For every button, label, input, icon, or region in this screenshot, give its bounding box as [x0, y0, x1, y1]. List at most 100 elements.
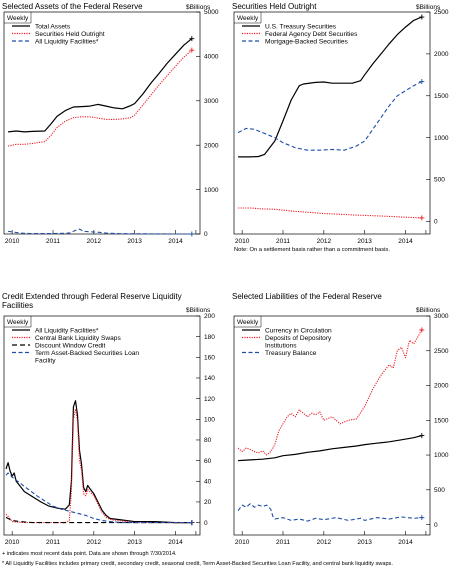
legend-label-0: Currency in Circulation — [265, 327, 332, 334]
footnote-recent-point: + indicates most recent data point. Data… — [2, 551, 177, 557]
y-tick-label: 0 — [204, 231, 208, 238]
unit-label-credit: $Billions — [186, 307, 211, 314]
series-line-2 — [8, 228, 192, 235]
series-line-1 — [237, 329, 423, 456]
legend-label-1-cont: Institutions — [265, 342, 297, 349]
x-tick-label: 2013 — [127, 539, 142, 546]
series-line-2 — [237, 503, 422, 522]
series-line-3 — [5, 472, 192, 524]
last-point-marker — [419, 14, 425, 20]
legend-label-3: Term Asset-Backed Securities Loan — [35, 350, 139, 357]
plot-frame — [233, 11, 431, 235]
y-tick-label: 1500 — [434, 93, 449, 100]
panel-note: Note: On a settlement basis rather than … — [234, 247, 390, 253]
x-tick-label: 2014 — [398, 539, 413, 546]
y-tick-label: 1000 — [434, 452, 449, 459]
y-tick-label: 5000 — [204, 9, 219, 16]
y-tick-label: 180 — [204, 334, 215, 341]
x-tick-label: 2012 — [87, 238, 102, 245]
last-point-marker — [189, 47, 195, 53]
panel-title-securities: Securities Held Outright — [232, 2, 317, 11]
y-tick-label: 140 — [204, 375, 215, 382]
x-tick-label: 2010 — [5, 539, 20, 546]
series-line-2 — [237, 81, 423, 151]
x-tick-label: 2013 — [127, 238, 142, 245]
legend-label-2: Treasury Balance — [265, 350, 317, 357]
panel-title-credit: Credit Extended through Federal Reserve … — [2, 292, 182, 310]
x-tick-label: 2012 — [317, 539, 332, 546]
plot-frame — [3, 11, 201, 235]
y-tick-label: 2000 — [434, 383, 449, 390]
x-tick-label: 2011 — [276, 539, 290, 546]
y-tick-label: 1000 — [434, 135, 449, 142]
series-line-0 — [238, 16, 423, 158]
y-tick-label: 500 — [434, 487, 445, 494]
last-point-marker — [419, 433, 425, 439]
y-tick-label: 0 — [434, 522, 438, 529]
x-tick-label: 2012 — [317, 238, 332, 245]
x-tick-label: 2011 — [46, 539, 60, 546]
last-point-marker — [419, 327, 425, 333]
unit-label-securities: $Billions — [416, 4, 441, 11]
frequency-label: Weekly — [7, 15, 29, 22]
y-tick-label: 120 — [204, 396, 215, 403]
panel-title-liabilities: Selected Liabilities of the Federal Rese… — [232, 292, 382, 301]
x-tick-label: 2010 — [5, 238, 20, 245]
y-tick-label: 4000 — [204, 54, 219, 61]
legend-label-3-cont: Facility — [35, 357, 56, 364]
y-tick-label: 2000 — [204, 142, 219, 149]
legend-label-2: All Liquidity Facilities* — [35, 38, 99, 45]
y-tick-label: 80 — [204, 437, 212, 444]
last-point-marker — [189, 231, 195, 237]
plot-frame — [3, 315, 201, 536]
legend-label-0: U.S. Treasury Securities — [265, 23, 337, 30]
x-tick-label: 2014 — [168, 238, 183, 245]
last-point-marker — [419, 215, 425, 221]
last-point-marker — [189, 520, 195, 526]
y-tick-label: 0 — [434, 219, 438, 226]
series-line-1 — [5, 408, 192, 524]
y-tick-label: 3000 — [204, 98, 219, 105]
y-tick-label: 0 — [204, 520, 208, 527]
panel-title-assets: Selected Assets of the Federal Reserve — [2, 2, 143, 11]
unit-label-liabilities: $Billions — [416, 307, 441, 314]
series-line-0 — [5, 400, 192, 524]
series-line-0 — [8, 38, 193, 133]
last-point-marker — [419, 79, 425, 85]
y-tick-label: 500 — [434, 177, 445, 184]
unit-label-assets: $Billions — [186, 4, 211, 11]
x-tick-label: 2013 — [357, 539, 372, 546]
series-line-0 — [238, 435, 422, 462]
legend-label-0: All Liquidity Facilities* — [35, 327, 99, 334]
x-tick-label: 2011 — [46, 238, 60, 245]
legend-label-0: Total Assets — [35, 23, 71, 30]
y-tick-label: 160 — [204, 355, 215, 362]
x-tick-label: 2014 — [398, 238, 413, 245]
last-point-marker — [419, 515, 425, 521]
frequency-label: Weekly — [7, 319, 29, 326]
x-tick-label: 2010 — [235, 238, 250, 245]
y-tick-label: 3000 — [434, 313, 449, 320]
x-tick-label: 2011 — [276, 238, 290, 245]
x-tick-label: 2013 — [357, 238, 372, 245]
y-tick-label: 2500 — [434, 348, 449, 355]
x-tick-label: 2012 — [87, 539, 102, 546]
x-tick-label: 2014 — [168, 539, 183, 546]
y-tick-label: 60 — [204, 458, 212, 465]
y-tick-label: 2500 — [434, 9, 449, 16]
legend-label-1: Securities Held Outright — [35, 31, 105, 38]
y-tick-label: 20 — [204, 499, 212, 506]
last-point-marker — [189, 36, 195, 42]
series-line-2 — [5, 516, 192, 524]
y-tick-label: 40 — [204, 478, 212, 485]
series-line-1 — [7, 49, 193, 147]
y-tick-label: 1500 — [434, 417, 449, 424]
y-tick-label: 2000 — [434, 51, 449, 58]
series-line-1 — [238, 207, 422, 219]
legend-label-1: Federal Agency Debt Securities — [265, 31, 358, 38]
frequency-label: Weekly — [237, 15, 259, 22]
y-tick-label: 200 — [204, 313, 215, 320]
y-tick-label: 1000 — [204, 187, 219, 194]
legend-label-2: Discount Window Credit — [35, 342, 106, 349]
